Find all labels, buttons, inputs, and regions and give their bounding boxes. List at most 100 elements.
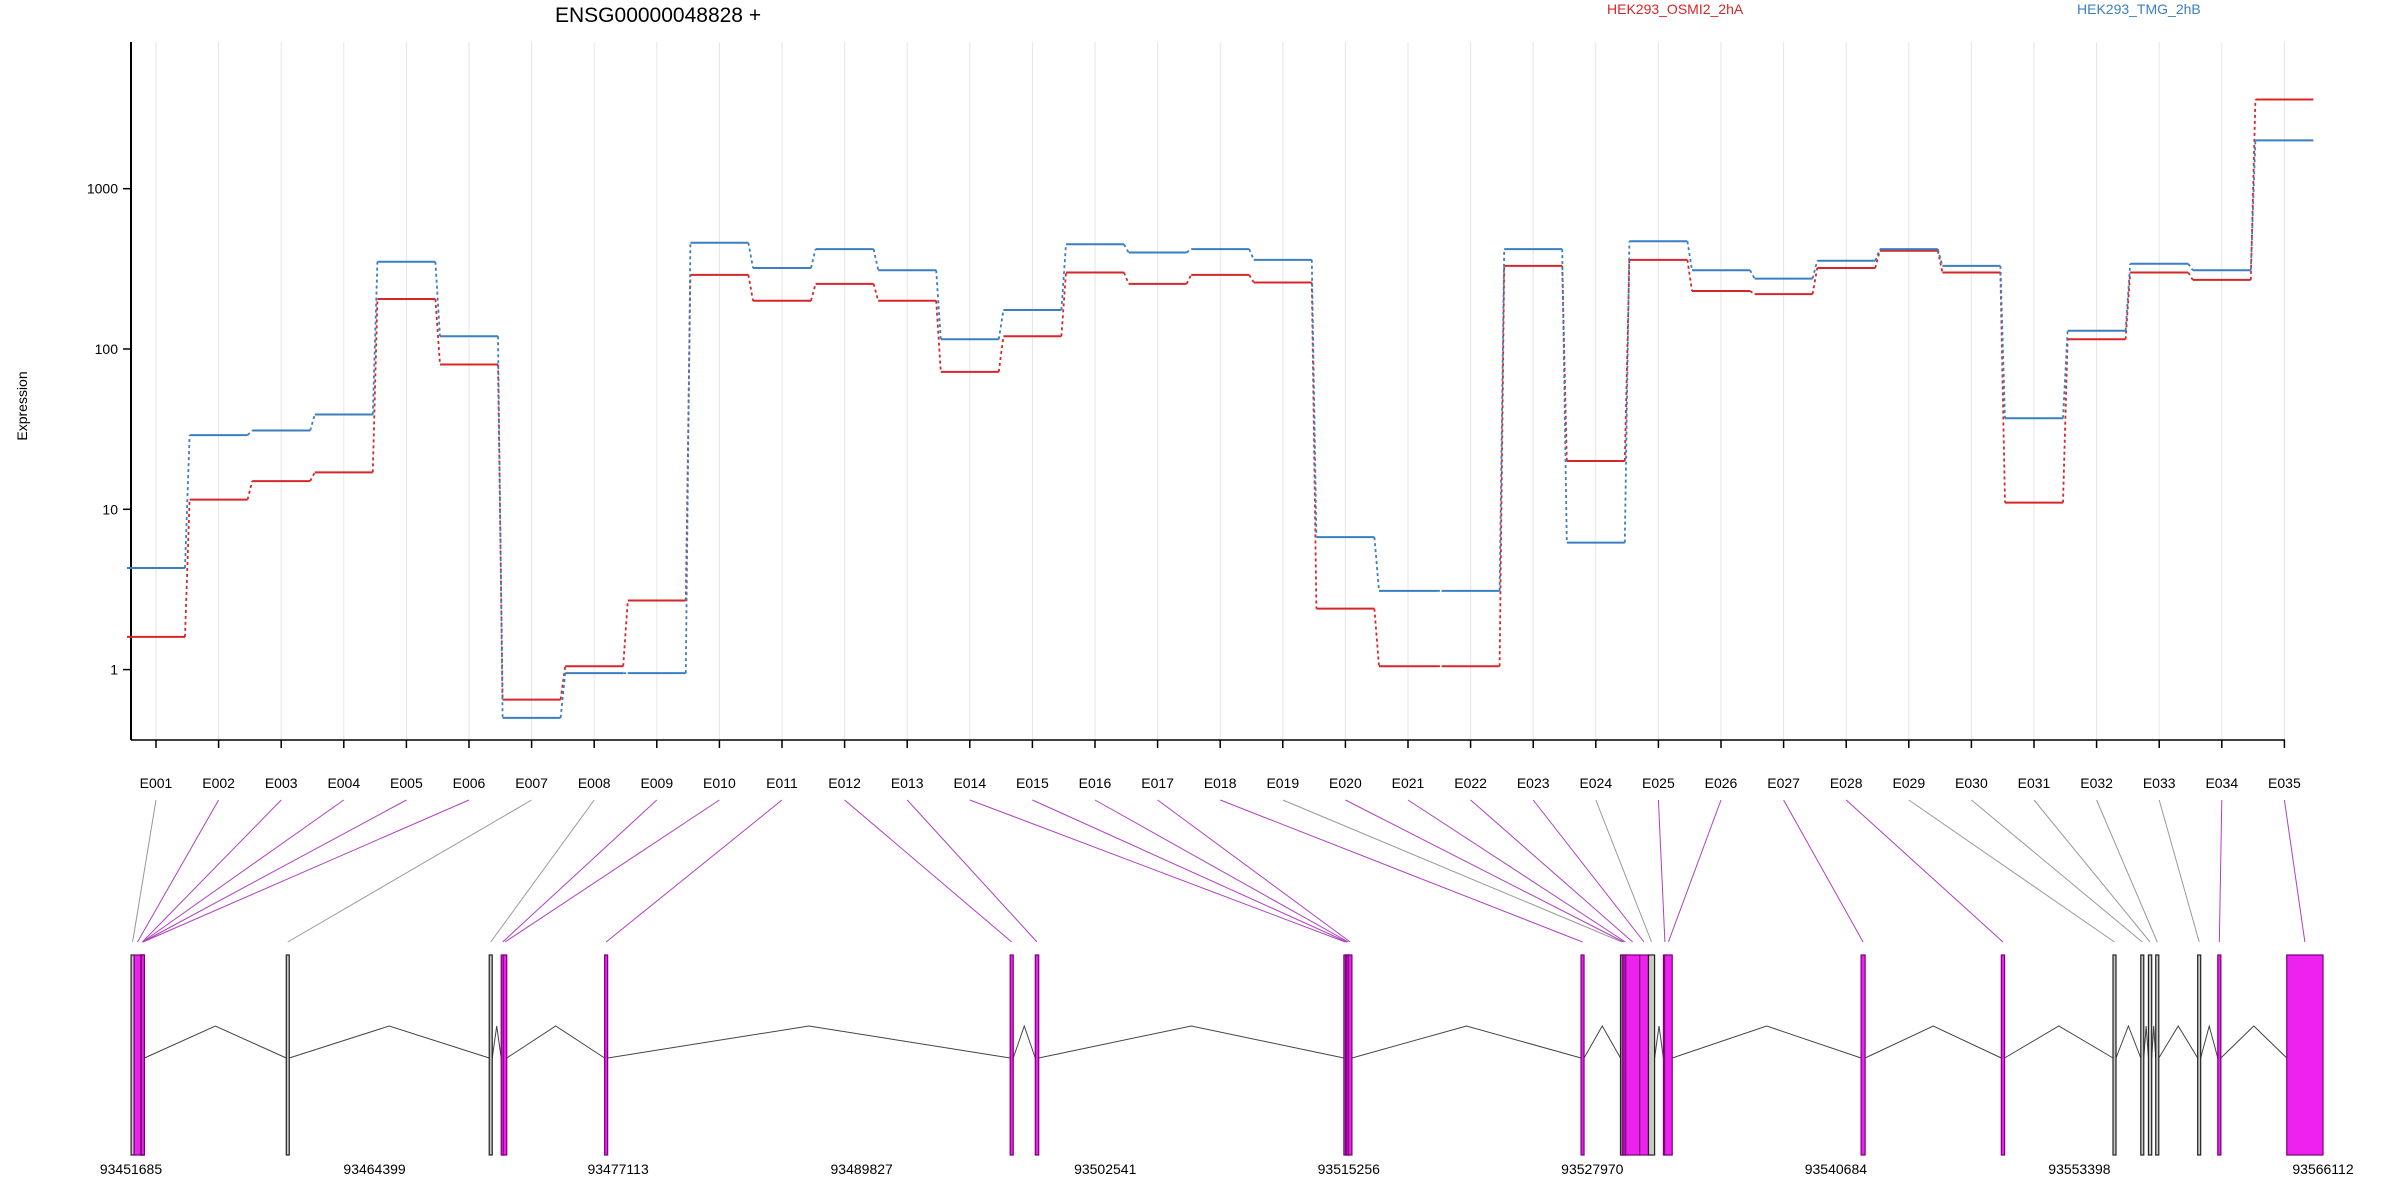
series-1-connector-1 (184, 499, 191, 637)
connector-e026 (1667, 799, 1722, 943)
connector-e032 (2096, 799, 2158, 943)
series-2-connector-32 (2124, 263, 2132, 331)
series-1-connector-17 (1185, 274, 1193, 285)
exon-e018 (1580, 954, 1585, 1156)
connector-e005 (142, 799, 407, 943)
y-tick-label-10: 10 (102, 501, 118, 517)
x-tick-label-e028: E028 (1830, 775, 1863, 791)
series-layer (127, 98, 2314, 719)
series-2-connector-33 (2187, 263, 2194, 271)
intron-33 (2200, 1024, 2219, 1059)
x-tick-label-e029: E029 (1892, 775, 1925, 791)
connector-e021 (1407, 799, 1626, 943)
series-2-connector-29 (1936, 248, 1944, 267)
series-1-connector-20 (1373, 608, 1380, 667)
x-tick-label-e003: E003 (265, 775, 298, 791)
connector-e022 (1470, 799, 1633, 943)
connector-e023 (1532, 799, 1645, 943)
intron-27 (1864, 1025, 2002, 1059)
exon-e010 (502, 954, 508, 1156)
x-tick-label-e010: E010 (703, 775, 736, 791)
series-1-connector-32 (2124, 272, 2132, 340)
exon-e023 (1639, 954, 1650, 1156)
series-2-connector-1 (184, 435, 191, 569)
x-tick-label-e030: E030 (1955, 775, 1988, 791)
series-2-connector-7 (559, 673, 567, 718)
x-tick-label-e002: E002 (202, 775, 235, 791)
series-2-connector-30 (1999, 265, 2006, 419)
coordinate-label-9: 93553398 (2048, 1161, 2111, 1177)
connector-e006 (142, 799, 470, 943)
connector-e028 (1845, 799, 2004, 943)
x-tick-label-e022: E022 (1454, 775, 1487, 791)
connector-e031 (2033, 799, 2151, 943)
x-tick-label-e024: E024 (1579, 775, 1612, 791)
intron-32 (2158, 1025, 2199, 1059)
connector-e002 (137, 799, 220, 943)
intron-13 (1038, 1025, 1344, 1059)
intron-11 (607, 1025, 1011, 1059)
series-1-connector-3 (309, 471, 316, 482)
x-tick-label-e015: E015 (1016, 775, 1049, 791)
connector-e024 (1595, 799, 1652, 943)
series-1-connector-25 (1686, 259, 1693, 292)
exon-e027 (1860, 954, 1866, 1156)
exon-e031 (2147, 954, 2153, 1156)
series-1-connector-16 (1123, 272, 1130, 285)
exon-e035 (2286, 954, 2324, 1156)
connector-e019 (1282, 799, 1623, 943)
series-1-connector-4 (371, 298, 379, 473)
series-1-connector-2 (246, 480, 254, 500)
coordinate-label-7: 93527970 (1561, 1161, 1624, 1177)
intron-24 (1654, 1025, 1664, 1059)
connector-e020 (1345, 799, 1624, 943)
exon-e011 (604, 954, 609, 1156)
series-2-connector-13 (935, 270, 942, 340)
connector-e014 (969, 799, 1346, 943)
connector-e004 (142, 799, 345, 943)
series-1-connector-5 (434, 298, 441, 365)
series-1-connector-14 (997, 336, 1005, 372)
x-tick-label-e001: E001 (140, 775, 173, 791)
series-1-connector-29 (1936, 250, 1944, 273)
connector-e025 (1657, 799, 1666, 943)
coordinate-label-5: 93502541 (1074, 1161, 1137, 1177)
x-tick-label-e020: E020 (1329, 775, 1362, 791)
x-tick-label-e027: E027 (1767, 775, 1800, 791)
x-tick-label-e006: E006 (453, 775, 486, 791)
exon-e002 (133, 954, 142, 1156)
x-tick-label-e011: E011 (766, 775, 798, 791)
connector-e029 (1908, 799, 2115, 943)
exon-e032 (2155, 954, 2160, 1156)
label-layer: ENSG00000048828 + HEK293_OSMI2_2hA HEK29… (14, 1, 2301, 791)
series-2 (127, 139, 2314, 719)
coordinate-label-8: 93540684 (1805, 1161, 1868, 1177)
connector-e033 (2158, 799, 2200, 943)
intron-7 (289, 1025, 490, 1059)
series-2-connector-12 (872, 248, 880, 271)
connector-e018 (1220, 799, 1583, 943)
series-1-connector-8 (622, 600, 629, 667)
x-tick-label-e009: E009 (640, 775, 673, 791)
series-1-connector-19 (1310, 282, 1318, 609)
coordinate-label-3: 93477113 (587, 1161, 648, 1177)
exon-e017 (1347, 954, 1353, 1156)
connector-e007 (287, 799, 532, 943)
series-2-connector-25 (1686, 241, 1693, 271)
series-2-connector-4 (371, 261, 379, 415)
axis-layer (123, 42, 2286, 748)
x-tick-label-e004: E004 (327, 775, 360, 791)
series-2-connector-10 (747, 242, 754, 269)
series-1-connector-33 (2187, 272, 2194, 281)
y-tick-label-100: 100 (95, 341, 119, 357)
connector-e008 (490, 799, 595, 943)
intron-29 (2115, 1024, 2142, 1059)
series-1-connector-28 (1874, 250, 1881, 269)
series-2-connector-9 (684, 242, 692, 674)
x-tick-label-e018: E018 (1204, 775, 1237, 791)
x-tick-label-e005: E005 (390, 775, 423, 791)
series-2-connector-22 (1498, 249, 1506, 591)
intron-8 (491, 1025, 502, 1059)
intron-12 (1012, 1024, 1036, 1059)
series-1-connector-27 (1811, 267, 1819, 295)
